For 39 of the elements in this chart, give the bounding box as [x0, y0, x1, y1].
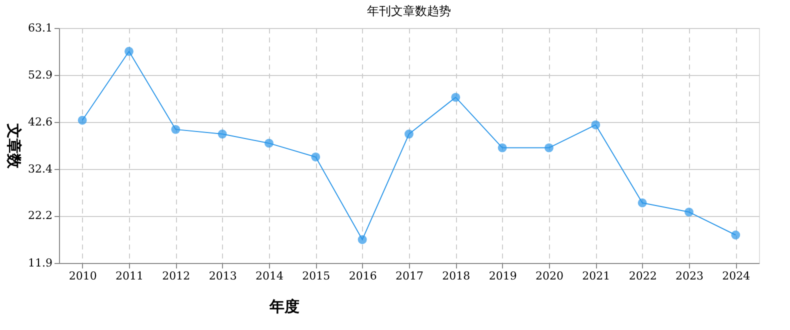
y-tick-label: 11.9	[28, 256, 52, 270]
x-tick-label: 2024	[722, 270, 750, 282]
point	[638, 198, 647, 208]
x-tick-label: 2010	[68, 270, 97, 282]
x-tick-label: 2013	[208, 270, 237, 282]
x-tick-label: 2015	[302, 270, 330, 282]
x-tick-label: 2022	[628, 270, 657, 282]
x-tick-label: 2019	[488, 270, 517, 282]
y-tick-label: 22.2	[28, 209, 52, 222]
y-tick-label: 52.9	[28, 68, 52, 82]
x-tick-label: 2016	[348, 270, 377, 282]
point	[358, 235, 367, 244]
point	[684, 208, 694, 217]
point	[591, 120, 600, 130]
point	[171, 124, 180, 134]
x-tick-label: 2012	[162, 270, 190, 282]
y-tick-label: 32.4	[28, 162, 52, 176]
point	[451, 92, 460, 102]
x-tick-label: 2017	[396, 270, 424, 282]
y-tick-label: 42.6	[28, 116, 52, 129]
point	[311, 152, 320, 162]
point	[544, 143, 554, 152]
y-axis-title: 文章数	[5, 122, 24, 170]
x-tick-label: 2011	[116, 270, 144, 282]
point	[498, 143, 507, 152]
point	[404, 130, 414, 138]
x-tick-label: 2020	[536, 270, 564, 282]
point	[731, 230, 740, 240]
point	[78, 116, 87, 125]
point	[124, 46, 134, 56]
x-axis-title: 年度	[268, 298, 300, 316]
y-tick-label: 63.1	[28, 22, 52, 34]
x-tick-label: 2014	[256, 270, 284, 282]
x-tick-label: 2023	[676, 270, 704, 282]
x-tick-label: 2018	[442, 270, 470, 282]
chart-title: 年刊文章数趋势	[367, 4, 451, 18]
x-tick-label: 2021	[582, 270, 610, 282]
point	[218, 130, 227, 138]
point	[264, 138, 274, 148]
